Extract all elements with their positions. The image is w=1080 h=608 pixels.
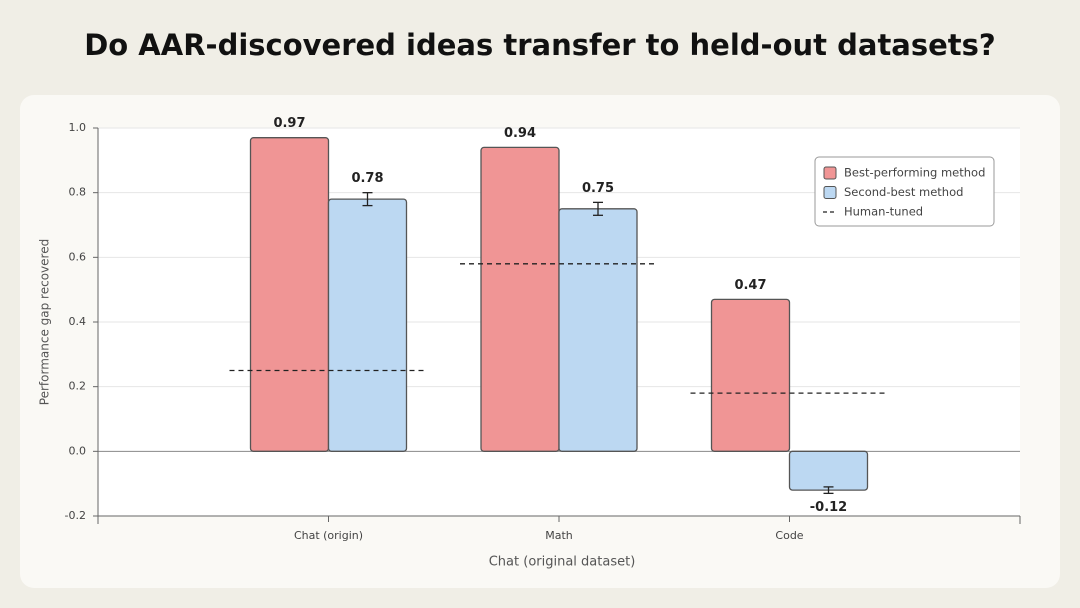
bar bbox=[249, 137, 330, 452]
y-tick-label: 0.6 bbox=[69, 250, 87, 263]
chart-title: Do AAR-discovered ideas transfer to held… bbox=[84, 28, 996, 62]
legend-box bbox=[814, 156, 995, 227]
y-tick-label: 0.8 bbox=[69, 186, 87, 199]
legend-swatch bbox=[823, 166, 837, 180]
bar bbox=[788, 450, 869, 491]
y-tick-label: 0.0 bbox=[69, 444, 87, 457]
error-bar bbox=[593, 201, 603, 216]
value-label: 0.94 bbox=[504, 126, 536, 141]
bar bbox=[710, 298, 791, 452]
bar bbox=[480, 146, 560, 452]
value-label: 0.78 bbox=[351, 171, 383, 186]
value-label: 0.47 bbox=[734, 278, 766, 293]
error-bar bbox=[362, 192, 373, 207]
y-tick-label: -0.2 bbox=[65, 509, 86, 522]
x-tick-label: Math bbox=[545, 529, 573, 542]
x-axis-label: Chat (original dataset) bbox=[489, 555, 636, 570]
value-label: 0.75 bbox=[582, 181, 614, 196]
bar bbox=[327, 198, 408, 452]
legend-swatch bbox=[823, 186, 837, 199]
x-tick-label: Code bbox=[775, 529, 803, 542]
legend-label: Second-best method bbox=[844, 185, 963, 199]
y-axis-label: Performance gap recovered bbox=[38, 239, 52, 405]
legend-label: Best-performing method bbox=[844, 166, 985, 180]
y-tick-label: 0.2 bbox=[69, 380, 87, 393]
error-bar bbox=[823, 486, 834, 495]
value-label: -0.12 bbox=[810, 500, 847, 515]
legend-label: Human-tuned bbox=[844, 205, 923, 219]
y-tick-label: 0.4 bbox=[69, 315, 87, 328]
value-label: 0.97 bbox=[273, 116, 305, 131]
x-tick-label: Chat (origin) bbox=[294, 529, 363, 542]
y-tick-label: 1.0 bbox=[69, 121, 87, 134]
bar bbox=[558, 208, 638, 452]
